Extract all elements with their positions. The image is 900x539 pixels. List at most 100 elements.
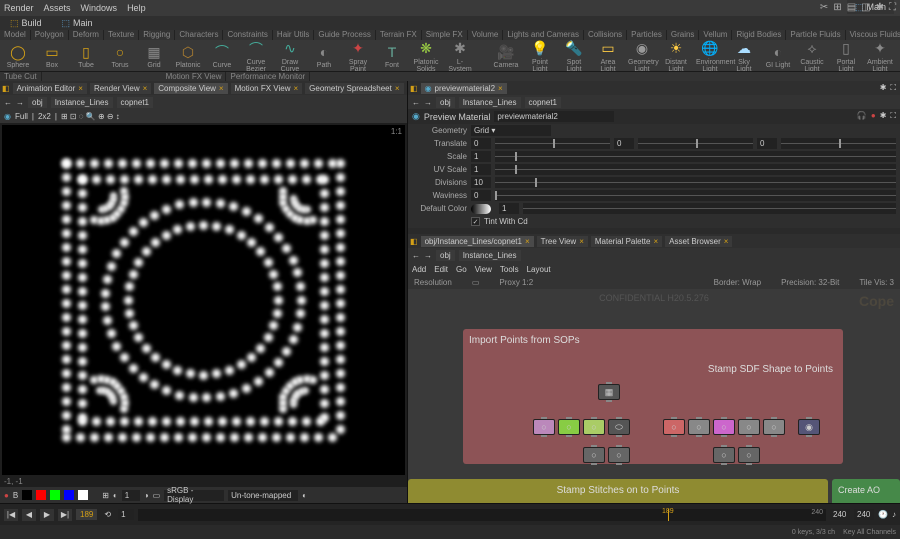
cop-node[interactable]: ○ [663,419,685,435]
nav-fwd-icon[interactable]: → [424,98,432,107]
cop-node[interactable]: ○ [738,419,760,435]
shelf-tool[interactable]: ☁Sky Light [730,40,758,72]
shelf-tab[interactable]: Viscous Fluids [846,30,900,40]
nav-fwd-icon[interactable]: → [424,251,432,260]
fit-btn[interactable]: Full [15,112,28,121]
shelf-tool[interactable]: ○Torus [106,42,134,69]
color-swatch[interactable] [22,490,32,500]
shelf-tool[interactable]: 🔦Spot Light [560,40,588,72]
shelf-tab[interactable]: Simple FX [422,30,468,40]
menu-help[interactable]: Help [127,3,146,13]
color-swatch[interactable] [64,490,74,500]
cop-node[interactable]: ○ [583,419,605,435]
param-slider[interactable] [495,151,896,162]
start-frame[interactable]: 1 [118,509,134,520]
net-menu[interactable]: Tools [500,265,519,274]
end-frame-2[interactable]: 240 [854,509,874,520]
color-ramp[interactable] [471,204,491,214]
param-field[interactable]: 0 [471,190,491,201]
node-name-field[interactable]: previewmaterial2 [494,111,614,122]
shelf-tab[interactable]: Rigid Bodies [732,30,786,40]
cop-node[interactable]: ○ [533,419,555,435]
tool-icon[interactable]: ✂ [820,2,828,13]
shelf-tool[interactable]: ◐GI Light [764,42,792,69]
tab[interactable]: Asset Browser× [665,236,732,247]
tab[interactable]: Render View× [90,83,151,94]
shelf-tool[interactable]: ✦Ambient Light [866,40,894,72]
param-field[interactable]: 1 [471,151,491,162]
first-frame-btn[interactable]: |◀ [4,509,18,521]
shelf-tool[interactable]: ▯Tube [72,42,100,69]
expand-icon[interactable]: ⛶ [890,83,896,93]
last-frame-btn[interactable]: ▶| [58,509,72,521]
param-field[interactable]: 10 [471,177,491,188]
shelf-tab[interactable]: Performance Monitor [226,72,310,81]
param-slider[interactable] [495,177,896,188]
frame-field[interactable]: 189 [76,509,97,520]
tab-network[interactable]: obj/Instance_Lines/copnet1× [421,236,534,247]
net-menu[interactable]: Add [412,265,426,274]
shelf-tab[interactable]: Hair Utils [273,30,314,40]
shelf-tab[interactable]: Rigging [139,30,175,40]
gamma-field[interactable]: 1 [122,490,140,501]
param-field[interactable]: 1 [471,164,491,175]
param-field[interactable]: 0 [614,138,634,149]
zoom-btn[interactable]: 2x2 [38,112,51,121]
play-btn[interactable]: ▶ [40,509,54,521]
bc-node[interactable]: Instance_Lines [459,97,521,108]
net-menu[interactable]: Go [456,265,467,274]
shelf-tool[interactable]: ▦Grid [140,42,168,69]
tab-build[interactable]: ⬚Build [4,18,48,29]
shelf-tool[interactable]: 🎥Camera [492,42,520,69]
checkbox[interactable]: ✓ [471,217,480,226]
nav-back-icon[interactable]: ← [412,98,420,107]
param-slider[interactable] [495,164,896,175]
color-swatch[interactable] [50,490,60,500]
net-menu[interactable]: Layout [527,265,551,274]
headphones-icon[interactable]: 🎧 [857,111,867,121]
tab-main[interactable]: ⬚Main [56,18,99,29]
bc-node[interactable]: Instance_Lines [459,250,521,261]
gear-icon[interactable]: ✱ [876,2,884,13]
shelf-tab[interactable]: Model [0,30,31,40]
tab[interactable]: Animation Editor× [13,83,87,94]
shelf-tab[interactable]: Guide Process [314,30,375,40]
bc-obj[interactable]: obj [28,97,47,108]
play-rev-btn[interactable]: ◀ [22,509,36,521]
cop-node[interactable]: ○ [713,419,735,435]
param-slider[interactable] [495,138,610,149]
bc-obj[interactable]: obj [436,97,455,108]
menu-render[interactable]: Render [4,3,34,13]
menu-assets[interactable]: Assets [44,3,71,13]
net-menu[interactable]: View [475,265,492,274]
tab[interactable]: Composite View× [154,83,227,94]
nav-fwd-icon[interactable]: → [16,98,24,107]
shelf-tool[interactable]: ⌒Curve Bezier [242,40,270,72]
shelf-tool[interactable]: ∿Draw Curve [276,40,304,72]
shelf-tab[interactable]: Vellum [699,30,732,40]
gear-icon[interactable]: ✱ [880,83,887,93]
param-slider[interactable] [495,190,896,201]
bc-node[interactable]: copnet1 [525,97,561,108]
tool-icon[interactable]: ⊞ [833,2,841,13]
display-dropdown[interactable]: sRGB - Display [164,490,224,501]
cop-node[interactable]: ○ [688,419,710,435]
bc-obj[interactable]: obj [436,250,455,261]
record-icon[interactable]: ● [871,111,876,121]
tab[interactable]: Tree View× [537,236,588,247]
tab[interactable]: Material Palette× [591,236,662,247]
shelf-tool[interactable]: 🌐Environment Light [696,40,724,72]
shelf-tab[interactable]: Polygon [31,30,69,40]
node-group[interactable]: Stamp Stitches on to Points○○⬭👀○○○○○○○ [408,479,828,503]
shelf-tool[interactable]: ✱L-System [446,40,474,72]
shelf-tool[interactable]: ▭Area Light [594,40,622,72]
nav-back-icon[interactable]: ← [4,98,12,107]
rec-icon[interactable]: ● [4,491,9,500]
param-slider[interactable] [781,138,896,149]
shelf-tab[interactable]: Texture [104,30,139,40]
shelf-tool[interactable]: ⟡Caustic Light [798,40,826,72]
param-field[interactable]: 0 [757,138,777,149]
shelf-tool[interactable]: ▯Portal Light [832,40,860,72]
node-group[interactable]: Create AO▦ [832,479,900,503]
shelf-tool[interactable]: ◐Path [310,42,338,69]
